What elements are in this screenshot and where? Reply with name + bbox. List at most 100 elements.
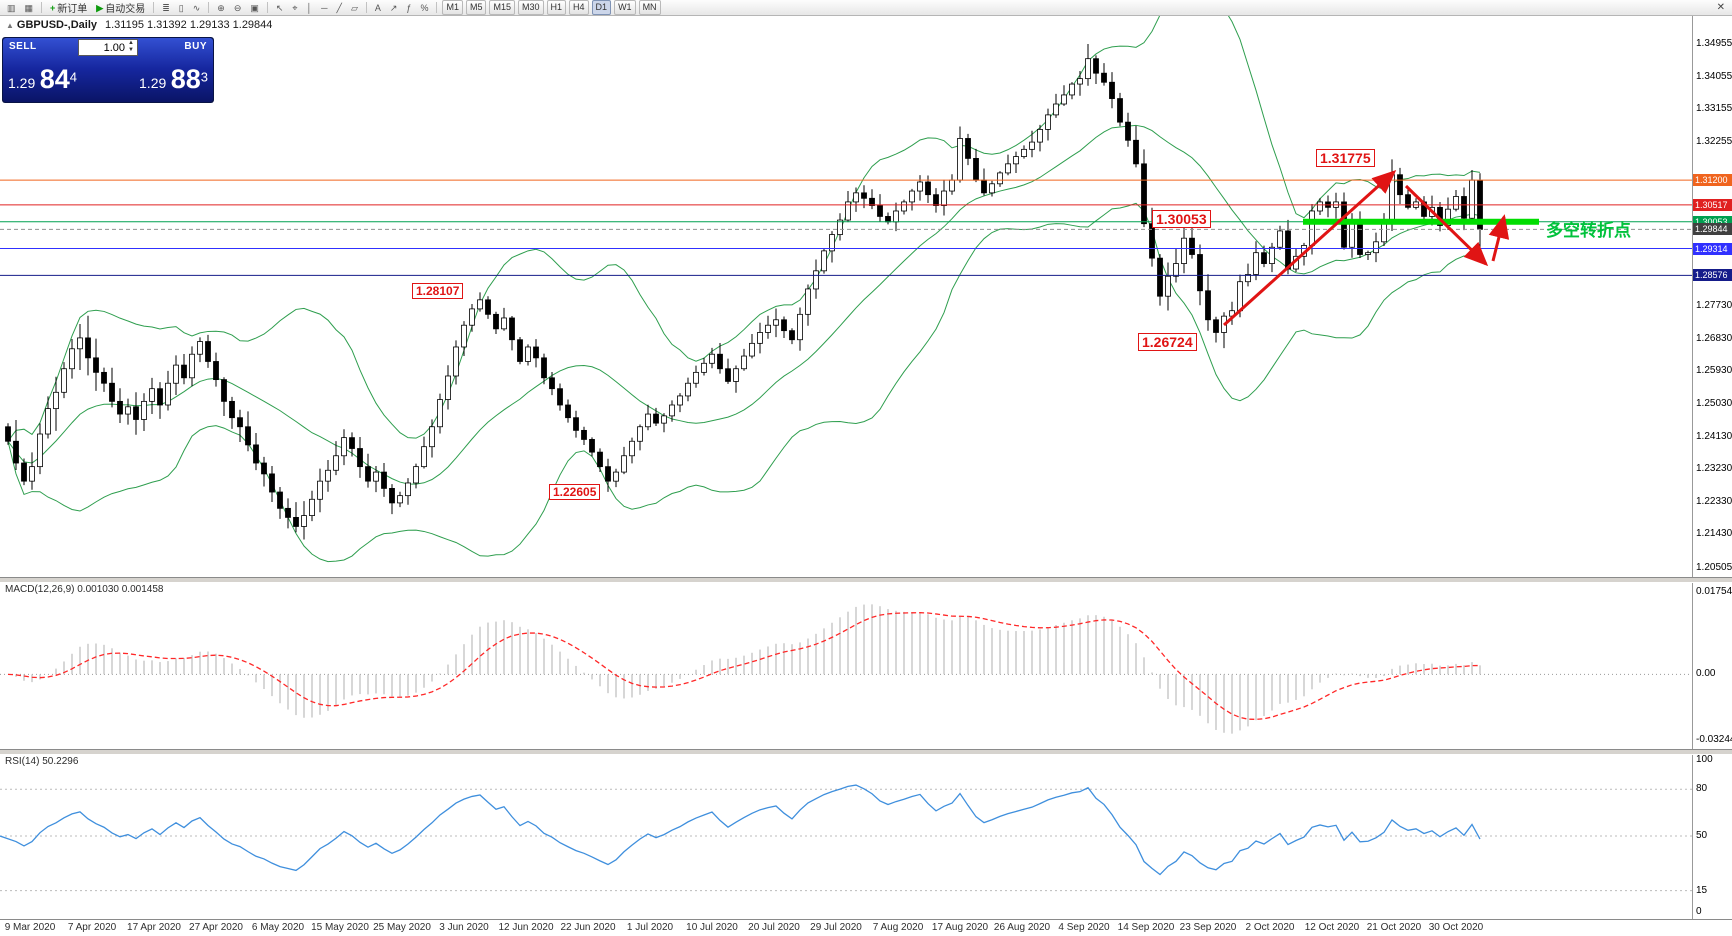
pivot-highlight-bar: [1303, 218, 1539, 225]
date-axis-line: [0, 919, 1732, 920]
date-label: 29 Jul 2020: [810, 922, 862, 933]
crosshair-icon[interactable]: ⌖: [292, 2, 298, 13]
new-order-button[interactable]: + 新订单: [50, 2, 88, 16]
symbol-marker-icon: ▲: [6, 21, 14, 30]
macd-scale-zero: 0.00: [1696, 668, 1716, 680]
price-tick: 1.26830: [1696, 332, 1732, 344]
auto-trading-button[interactable]: ▶ 自动交易: [96, 2, 146, 16]
line-chart-icon[interactable]: ∿: [192, 2, 201, 13]
rsi-scale-label: 15: [1696, 884, 1708, 896]
date-label: 9 Mar 2020: [4, 922, 56, 933]
bollinger-bands: [7, 16, 1481, 563]
price-tick: 1.25930: [1696, 365, 1732, 377]
channel-icon[interactable]: ▱: [350, 2, 358, 13]
price-tag: 1.28576: [1693, 269, 1732, 282]
timeframe-mn-button[interactable]: MN: [638, 0, 661, 15]
date-label: 26 Aug 2020: [993, 922, 1051, 933]
date-label: 7 Apr 2020: [67, 922, 117, 933]
price-tick: 1.21430: [1696, 528, 1732, 540]
main-chart-area: [0, 16, 1692, 563]
timeframe-m15-button[interactable]: M15: [489, 0, 515, 15]
macd-scale-max: 0.017542: [1696, 586, 1732, 597]
buy-button[interactable]: BUY 1.29 883: [108, 38, 213, 102]
volume-spinner[interactable]: ▲ ▼: [128, 40, 134, 53]
new-chart-icon[interactable]: ▥: [7, 2, 16, 13]
price-tag: 1.29844: [1693, 223, 1732, 236]
horizontal-line-icon[interactable]: ─: [321, 2, 328, 13]
timeframe-d1-button[interactable]: D1: [591, 0, 612, 15]
date-label: 15 May 2020: [311, 922, 369, 933]
date-label: 17 Aug 2020: [931, 922, 989, 933]
periods-icon[interactable]: %: [420, 2, 429, 13]
candlestick-chart-icon[interactable]: ▯: [178, 2, 184, 13]
toolbar-separator: [365, 2, 367, 13]
price-tick: 1.25030: [1696, 397, 1732, 409]
volume-input[interactable]: 1.00 ▲ ▼: [78, 39, 138, 56]
panel-divider[interactable]: [0, 577, 1732, 583]
price-tag: 1.30517: [1693, 198, 1732, 211]
rsi-scale-label: 80: [1696, 783, 1708, 795]
price-annotation[interactable]: 1.26724: [1138, 333, 1197, 351]
trendline-icon[interactable]: ╱: [336, 2, 342, 13]
date-label: 21 Oct 2020: [1366, 922, 1422, 933]
timeframe-m5-button[interactable]: M5: [465, 0, 487, 15]
date-label: 30 Oct 2020: [1428, 922, 1484, 933]
cursor-icon[interactable]: ↖: [275, 2, 284, 13]
panel-divider[interactable]: [0, 749, 1732, 755]
price-annotation[interactable]: 1.31775: [1316, 149, 1375, 167]
candlesticks: [5, 44, 1483, 540]
price-annotation[interactable]: 1.22605: [549, 484, 601, 500]
zoom-in-icon[interactable]: ⊕: [217, 2, 225, 13]
buy-label: BUY: [184, 41, 207, 52]
tile-windows-icon[interactable]: ▣: [250, 2, 259, 13]
price-tick: 1.20505: [1696, 562, 1732, 573]
timeframe-h4-button[interactable]: H4: [569, 0, 589, 15]
date-label: 22 Jun 2020: [560, 922, 616, 933]
price-annotation[interactable]: 1.30053: [1152, 210, 1211, 228]
bar-chart-icon[interactable]: ≣: [162, 2, 170, 13]
price-tick: 1.22330: [1696, 495, 1732, 507]
price-tag: 1.31200: [1693, 174, 1732, 187]
date-label: 4 Sep 2020: [1058, 922, 1110, 933]
timeframe-m30-button[interactable]: M30: [518, 0, 544, 15]
price-tick: 1.23230: [1696, 463, 1732, 475]
symbol-ohlc: 1.31195 1.31392 1.29133 1.29844: [105, 19, 273, 31]
toolbar-separator: [153, 2, 155, 13]
toolbar-separator: [266, 2, 268, 13]
pivot-point-label[interactable]: 多空转折点: [1546, 221, 1631, 240]
date-label: 12 Jun 2020: [498, 922, 554, 933]
timeframe-w1-button[interactable]: W1: [614, 0, 636, 15]
chart-symbol-header: ▲ GBPUSD-,Daily 1.31195 1.31392 1.29133 1.…: [6, 19, 272, 31]
rsi-scale-label: 50: [1696, 830, 1708, 841]
rsi-header: RSI(14) 50.2296: [5, 756, 79, 767]
macd-header: MACD(12,26,9) 0.001030 0.001458: [5, 584, 164, 595]
price-tick: 1.34055: [1696, 70, 1732, 82]
price-tick: 1.24130: [1696, 430, 1732, 442]
date-label: 2 Oct 2020: [1245, 922, 1295, 933]
text-label-icon[interactable]: A: [374, 2, 381, 13]
sell-price: 1.29 844: [8, 64, 77, 94]
rsi-scale-label: 100: [1696, 754, 1713, 765]
date-label: 23 Sep 2020: [1179, 922, 1237, 933]
macd-scale-min: -0.032445: [1696, 734, 1732, 745]
toolbar-separator: [208, 2, 210, 13]
toolbar-separator: [436, 2, 438, 13]
price-tick: 1.34955: [1696, 38, 1732, 49]
close-icon[interactable]: ✕: [1716, 2, 1725, 13]
timeframe-m1-button[interactable]: M1: [442, 0, 463, 15]
price-annotation[interactable]: 1.28107: [412, 283, 464, 299]
chart-profiles-icon[interactable]: ▦: [24, 2, 34, 13]
date-label: 3 Jun 2020: [439, 922, 489, 933]
date-label: 12 Oct 2020: [1304, 922, 1360, 933]
sell-label: SELL: [9, 41, 37, 52]
buy-price: 1.29 883: [139, 64, 208, 94]
trend-arrows[interactable]: [1222, 169, 1510, 327]
indicators-icon[interactable]: ƒ: [406, 2, 412, 13]
date-label: 20 Jul 2020: [748, 922, 800, 933]
arrow-object-icon[interactable]: ↗: [389, 2, 398, 13]
timeframe-h1-button[interactable]: H1: [546, 0, 567, 15]
zoom-out-icon[interactable]: ⊖: [233, 2, 242, 13]
vertical-line-icon[interactable]: │: [306, 2, 313, 13]
